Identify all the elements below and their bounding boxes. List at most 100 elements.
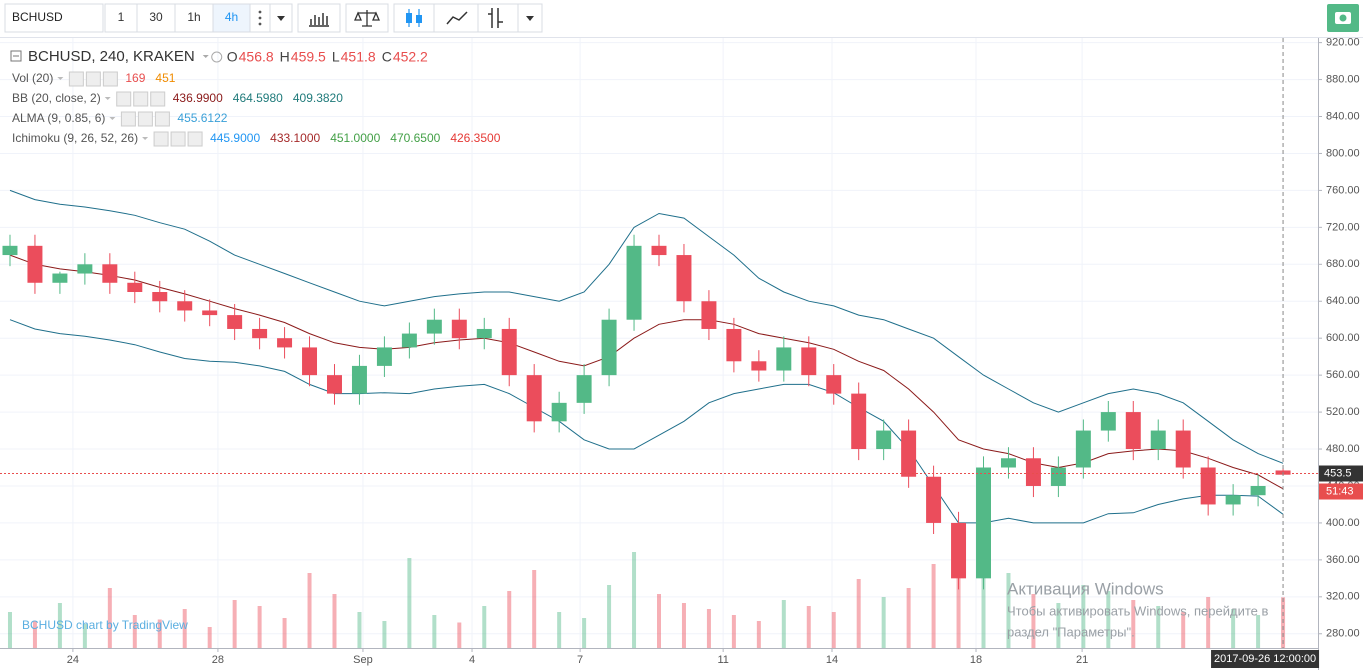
indicator-menu-arrow bbox=[109, 117, 116, 120]
y-tick-label: 720.00 bbox=[1326, 221, 1360, 233]
countdown-label: 51:43 bbox=[1326, 485, 1354, 497]
y-tick-label: 560.00 bbox=[1326, 369, 1360, 381]
interval-label[interactable]: 1h bbox=[187, 10, 200, 24]
y-tick-label: 320.00 bbox=[1326, 591, 1360, 603]
x-tick-label: 18 bbox=[970, 654, 982, 666]
ohlc-label: C bbox=[382, 49, 392, 65]
candle-body bbox=[252, 328, 268, 339]
legend-menu-arrow bbox=[202, 55, 209, 58]
indicator-icon[interactable] bbox=[170, 131, 186, 147]
indicator-icon[interactable] bbox=[150, 91, 166, 107]
volume-bar bbox=[557, 612, 562, 648]
indicator-name: ALMA (9, 0.85, 6) bbox=[12, 111, 105, 125]
candle-body bbox=[1000, 458, 1016, 468]
volume-bar bbox=[7, 612, 12, 648]
volume-bar bbox=[956, 534, 961, 648]
volume-bar bbox=[582, 618, 587, 648]
interval-button[interactable] bbox=[212, 3, 251, 33]
volume-bar bbox=[1081, 585, 1086, 648]
candles-button[interactable] bbox=[393, 3, 435, 33]
volume-bar bbox=[307, 573, 312, 648]
candle-body bbox=[676, 255, 692, 302]
indicator-line bbox=[9, 189, 1284, 464]
interval-label[interactable]: 30 bbox=[149, 10, 163, 24]
x-tick-label: 14 bbox=[826, 654, 838, 666]
volume-bar bbox=[1131, 600, 1136, 648]
indicator-value: 409.3820 bbox=[293, 91, 343, 105]
crosshair-label-box bbox=[1211, 650, 1320, 668]
candle-body bbox=[551, 402, 567, 422]
indicator-icon[interactable] bbox=[116, 91, 132, 107]
volume-bar bbox=[806, 606, 811, 648]
indicator-value: 451 bbox=[155, 71, 175, 85]
symbol-box[interactable] bbox=[4, 3, 104, 33]
symbol[interactable]: BCHUSD bbox=[12, 10, 63, 24]
indicator-icon[interactable] bbox=[120, 111, 136, 127]
candle-body bbox=[401, 333, 417, 348]
volume-bar bbox=[207, 627, 212, 648]
volume-bar bbox=[282, 618, 287, 648]
candle-body bbox=[701, 301, 717, 329]
candle-body bbox=[227, 315, 243, 329]
volume-bar bbox=[781, 600, 786, 648]
indicator-icon[interactable] bbox=[133, 91, 149, 107]
volume-bar bbox=[532, 570, 537, 648]
volume-bar bbox=[632, 552, 637, 648]
ohlc-value: 459.5 bbox=[291, 49, 326, 65]
candle-body bbox=[1125, 412, 1141, 450]
volume-bar bbox=[82, 624, 87, 648]
candle-body bbox=[376, 347, 392, 366]
candle-body bbox=[1200, 467, 1216, 505]
volume-bar bbox=[1156, 606, 1161, 648]
indicator-icon[interactable] bbox=[137, 111, 153, 127]
candle-body bbox=[526, 375, 542, 422]
indicator-line bbox=[9, 319, 1284, 524]
y-tick-label: 360.00 bbox=[1326, 554, 1360, 566]
interval-label[interactable]: 4h bbox=[225, 10, 238, 24]
volume-bar bbox=[1106, 591, 1111, 648]
indicator-value: 169 bbox=[125, 71, 145, 85]
indicator-icon[interactable] bbox=[102, 71, 118, 87]
legend-title: BCHUSD, 240, KRAKEN bbox=[28, 48, 195, 65]
volume-bar bbox=[756, 621, 761, 648]
x-tick-label: 4 bbox=[469, 654, 475, 666]
x-tick-label: 7 bbox=[577, 654, 583, 666]
ohlc-value: 452.2 bbox=[393, 49, 428, 65]
volume-bar bbox=[931, 564, 936, 648]
candle-body bbox=[926, 476, 942, 523]
indicator-icon[interactable] bbox=[154, 111, 170, 127]
candle-body bbox=[1025, 458, 1041, 486]
candle-body bbox=[277, 338, 293, 348]
candle-body bbox=[52, 273, 68, 283]
indicator-icon[interactable] bbox=[187, 131, 203, 147]
candle-body bbox=[1250, 485, 1266, 496]
collapse-icon[interactable] bbox=[10, 50, 22, 62]
candle-body bbox=[951, 522, 967, 579]
countdown-box bbox=[1319, 483, 1363, 500]
indicator-value: 433.1000 bbox=[270, 131, 320, 145]
x-tick-label: 11 bbox=[717, 654, 728, 666]
x-tick-label: 28 bbox=[212, 654, 224, 666]
interval-button[interactable] bbox=[136, 3, 176, 33]
crosshair-label: 2017-09-26 12:00:00 bbox=[1214, 653, 1316, 665]
candle-body bbox=[901, 430, 917, 477]
volume-bar bbox=[831, 612, 836, 648]
indicator-icon[interactable] bbox=[85, 71, 101, 87]
interval-label[interactable]: 1 bbox=[118, 10, 125, 24]
indicator-icon[interactable] bbox=[68, 71, 84, 87]
candle-body bbox=[826, 375, 842, 394]
y-tick-label: 400.00 bbox=[1326, 517, 1360, 529]
candle-body bbox=[1175, 430, 1191, 468]
indicator-value: 426.3500 bbox=[450, 131, 500, 145]
indicator-menu-arrow bbox=[142, 137, 149, 140]
volume-bar bbox=[657, 594, 661, 648]
candle-body bbox=[651, 245, 667, 256]
volume-bar bbox=[731, 615, 736, 648]
y-tick-label: 880.00 bbox=[1326, 73, 1360, 85]
candle-body bbox=[77, 264, 93, 274]
watermark: BCHUSD chart by TradingView bbox=[22, 618, 188, 632]
indicator-icon[interactable] bbox=[153, 131, 169, 147]
candle-body bbox=[1100, 412, 1116, 431]
volume-bar bbox=[57, 603, 62, 648]
volume-bar bbox=[1231, 609, 1236, 648]
